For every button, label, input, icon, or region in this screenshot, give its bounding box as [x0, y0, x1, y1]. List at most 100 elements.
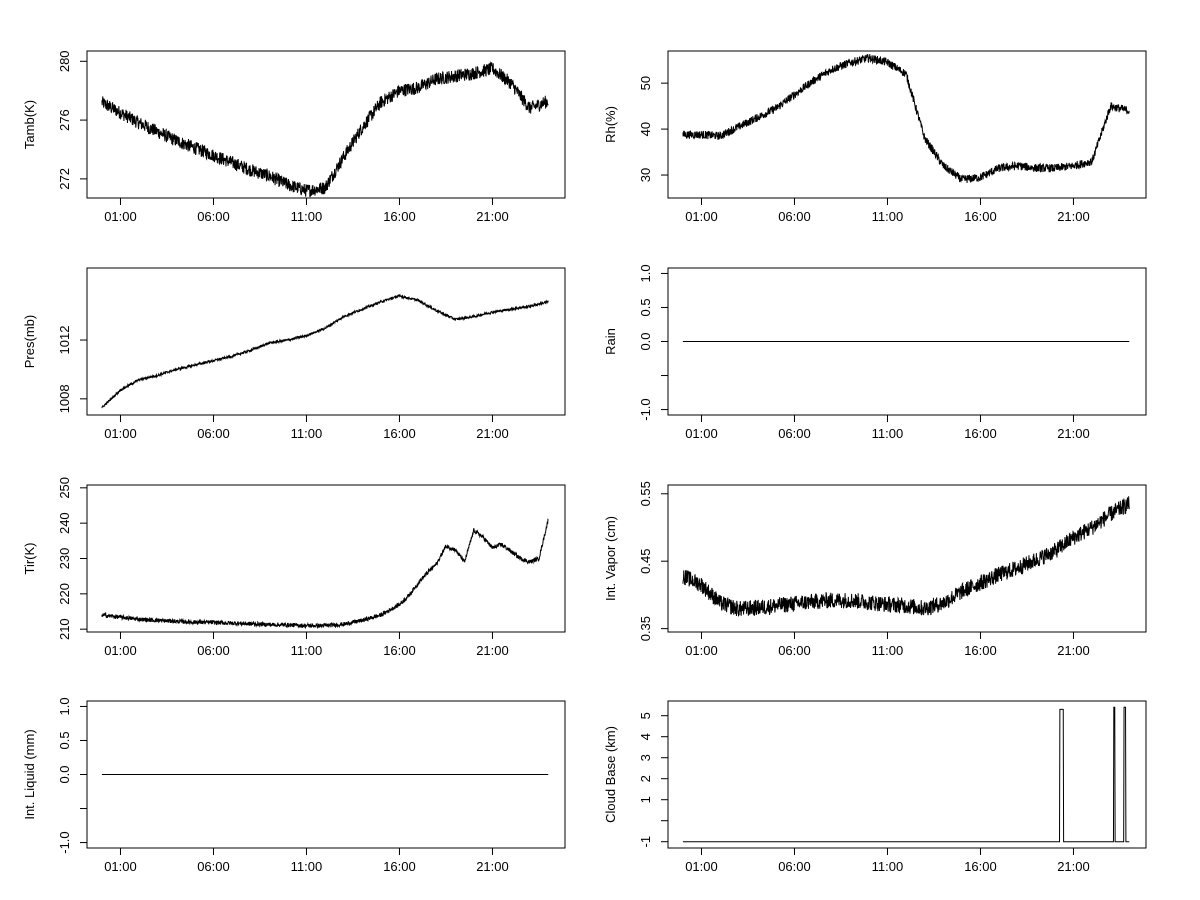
y-axis-label: Cloud Base (km): [603, 726, 618, 823]
y-tick-label: 276: [57, 109, 72, 131]
x-tick-label: 06:00: [778, 859, 811, 874]
plot-frame: [667, 700, 1147, 849]
chart-panel-6: 01:00 06:00 11:00 16:00 21:00 0.35 0.45 0.55 Int…: [603, 481, 1147, 658]
y-tick-label: 272: [57, 168, 72, 190]
x-tick-label: 06:00: [778, 643, 811, 658]
x-tick-label: 11:00: [872, 426, 904, 441]
x-tick-label: 06:00: [197, 643, 230, 658]
y-tick-label: 5: [638, 712, 653, 719]
x-tick-label: 21:00: [476, 859, 509, 874]
y-tick-label: 250: [57, 477, 72, 499]
y-axis-label: Tamb(K): [22, 100, 37, 149]
y-tick-label: -1.0: [638, 398, 653, 420]
x-tick-label: 06:00: [778, 426, 811, 441]
y-tick-label: 1008: [57, 384, 72, 413]
plot-frame: [86, 267, 566, 416]
x-tick-label: 21:00: [476, 209, 509, 224]
y-tick-label: 4: [638, 733, 653, 740]
x-tick-label: 21:00: [1057, 859, 1090, 874]
x-tick-label: 11:00: [291, 643, 323, 658]
x-tick-label: 16:00: [383, 859, 416, 874]
y-axis-label: Rh(%): [603, 106, 618, 143]
series-line-1: [682, 54, 1130, 184]
panels-group: 01:00 06:00 11:00 16:00 21:00 272 276 280 Tamb(K…: [22, 50, 1147, 874]
series-line-1: [101, 518, 549, 630]
chart-panel-5: 01:00 06:00 11:00 16:00 21:00 210 220 230 240 250…: [22, 477, 566, 658]
x-tick-label: 21:00: [476, 426, 509, 441]
y-tick-label: 220: [57, 583, 72, 605]
x-tick-label: 11:00: [872, 859, 904, 874]
x-tick-label: 21:00: [476, 643, 509, 658]
y-tick-label: 1012: [57, 326, 72, 355]
x-tick-label: 16:00: [383, 643, 416, 658]
y-tick-label: -1: [638, 836, 653, 848]
x-tick-label: 11:00: [291, 209, 323, 224]
x-tick-label: 01:00: [104, 859, 137, 874]
x-tick-label: 16:00: [964, 209, 997, 224]
x-tick-label: 16:00: [964, 859, 997, 874]
y-tick-label: 230: [57, 548, 72, 570]
chart-panel-3: 01:00 06:00 11:00 16:00 21:00 1008 1012 Pres(mb…: [22, 267, 566, 441]
chart-panel-1: 01:00 06:00 11:00 16:00 21:00 272 276 280 Tamb(K…: [22, 50, 566, 224]
x-tick-label: 01:00: [685, 426, 718, 441]
x-tick-label: 11:00: [872, 209, 904, 224]
y-axis-label: Int. Liquid (mm): [22, 729, 37, 819]
y-tick-label: 40: [638, 122, 653, 136]
y-tick-label: 210: [57, 618, 72, 640]
y-tick-label: 0.5: [638, 298, 653, 316]
y-axis-label: Tir(K): [22, 542, 37, 574]
x-tick-label: 16:00: [964, 426, 997, 441]
x-tick-label: 01:00: [685, 643, 718, 658]
y-tick-label: 50: [638, 76, 653, 90]
series-line-1: [682, 706, 1130, 843]
y-tick-label: -1.0: [57, 831, 72, 853]
y-tick-label: 30: [638, 168, 653, 182]
chart-panel-2: 01:00 06:00 11:00 16:00 21:00 30 40 50 Rh(%): [603, 50, 1147, 224]
series-line-1: [101, 61, 549, 198]
x-tick-label: 21:00: [1057, 643, 1090, 658]
x-tick-label: 06:00: [197, 859, 230, 874]
chart-panel-8: 01:00 06:00 11:00 16:00 21:00 -1 1 2 3 4 5 Cloud Ba…: [603, 700, 1147, 874]
x-tick-label: 11:00: [291, 426, 323, 441]
x-tick-label: 11:00: [872, 643, 904, 658]
y-axis-label: Int. Vapor (cm): [603, 516, 618, 601]
x-tick-label: 06:00: [197, 426, 230, 441]
y-axis-label: Pres(mb): [22, 315, 37, 368]
series-line-1: [101, 293, 549, 409]
x-tick-label: 01:00: [104, 426, 137, 441]
y-tick-label: 0.5: [57, 731, 72, 749]
y-tick-label: 0.35: [638, 616, 653, 641]
y-tick-label: 0.0: [638, 332, 653, 350]
chart-panel-7: 01:00 06:00 11:00 16:00 21:00 -1.0 0.0 0.5 1.0 In…: [22, 697, 566, 874]
y-tick-label: 0.0: [57, 765, 72, 783]
y-tick-label: 1.0: [638, 264, 653, 282]
plot-frame: [667, 484, 1147, 633]
y-tick-label: 3: [638, 754, 653, 761]
plot-frame: [86, 484, 566, 633]
x-tick-label: 11:00: [291, 859, 323, 874]
plot-frame: [667, 50, 1147, 199]
x-tick-label: 16:00: [964, 643, 997, 658]
x-tick-label: 01:00: [685, 859, 718, 874]
x-tick-label: 06:00: [197, 209, 230, 224]
y-tick-label: 280: [57, 50, 72, 72]
x-tick-label: 16:00: [383, 426, 416, 441]
x-tick-label: 01:00: [685, 209, 718, 224]
y-tick-label: 1.0: [57, 697, 72, 715]
y-tick-label: 0.55: [638, 481, 653, 506]
y-tick-label: 2: [638, 775, 653, 782]
x-tick-label: 16:00: [383, 209, 416, 224]
y-tick-label: 240: [57, 512, 72, 534]
x-tick-label: 21:00: [1057, 426, 1090, 441]
x-tick-label: 21:00: [1057, 209, 1090, 224]
y-tick-label: 1: [638, 796, 653, 803]
series-line-1: [682, 496, 1130, 617]
x-tick-label: 06:00: [778, 209, 811, 224]
y-axis-label: Rain: [603, 328, 618, 355]
x-tick-label: 01:00: [104, 643, 137, 658]
chart-panel-4: 01:00 06:00 11:00 16:00 21:00 -1.0 0.0 0.5 1.0 Ra…: [603, 264, 1147, 441]
y-tick-label: 0.45: [638, 549, 653, 574]
plot-frame: [86, 50, 566, 199]
x-tick-label: 01:00: [104, 209, 137, 224]
